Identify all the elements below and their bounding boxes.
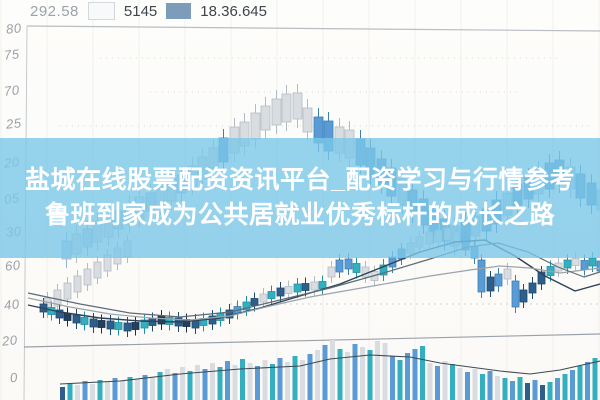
legend-value-amount: 18.36.645	[200, 2, 267, 20]
legend-value-price: 292.58	[30, 2, 79, 20]
legend-swatch-white	[87, 2, 115, 20]
y-axis-label: 0	[9, 369, 19, 386]
y-axis-label: 80	[5, 20, 23, 37]
y-axis-label: 60	[4, 257, 22, 274]
y-axis-label: 70	[3, 82, 21, 99]
headline-title: 盐城在线股票配资资讯平台_配资学习与行情参考	[25, 166, 575, 194]
headline-overlay-band: 盐城在线股票配资资讯平台_配资学习与行情参考 鲁班到家成为公共居就业优秀标杆的成…	[0, 138, 600, 258]
y-axis-label: 40	[3, 296, 21, 313]
y-axis-label: 20	[1, 332, 19, 349]
legend-swatch-blue	[166, 3, 192, 19]
headline-subtitle: 鲁班到家成为公共居就业优秀标杆的成长之路	[44, 201, 555, 229]
legend-value-volume: 5145	[123, 2, 158, 20]
y-axis-label: 75	[3, 46, 21, 63]
chart-legend: 292.58 5145 18.36.645	[30, 1, 267, 21]
y-axis-label: 25	[5, 115, 23, 132]
